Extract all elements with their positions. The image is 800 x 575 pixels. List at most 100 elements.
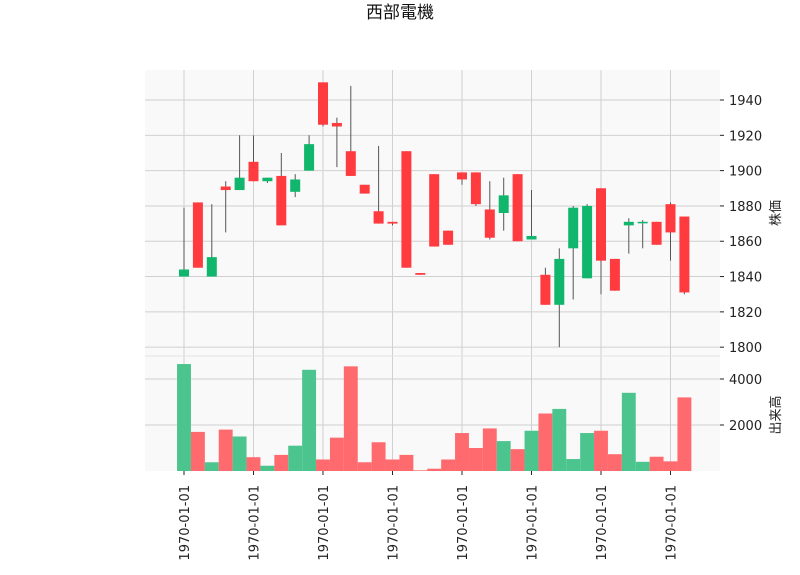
candle-body bbox=[387, 221, 398, 224]
volume-bar bbox=[663, 461, 678, 471]
candle-body bbox=[276, 175, 287, 226]
candle-body bbox=[234, 177, 245, 191]
price-tick-label: 1860 bbox=[729, 235, 762, 250]
volume-bar bbox=[552, 408, 567, 471]
candle-body bbox=[512, 174, 523, 242]
price-tick-label: 1920 bbox=[729, 129, 762, 144]
price-axis-title: 株価 bbox=[769, 200, 784, 226]
volume-bar bbox=[232, 436, 247, 471]
candle-body bbox=[665, 204, 676, 233]
price-tick-label: 1880 bbox=[729, 200, 762, 215]
candle-body bbox=[262, 177, 273, 182]
volume-bar bbox=[260, 465, 275, 471]
volume-bar bbox=[594, 430, 608, 471]
volume-bar bbox=[468, 448, 483, 471]
volume-bar bbox=[427, 468, 442, 471]
candle-body bbox=[304, 144, 315, 171]
price-tick-label: 1800 bbox=[729, 341, 762, 356]
candle-body bbox=[429, 174, 440, 247]
price-tick-label: 1900 bbox=[729, 165, 762, 180]
volume-bar bbox=[371, 442, 386, 471]
volume-bar bbox=[343, 366, 358, 471]
x-tick-label: 1970-01-01 bbox=[387, 485, 402, 561]
price-tick-label: 1820 bbox=[729, 306, 762, 321]
candle-body bbox=[248, 161, 259, 182]
candle-body bbox=[457, 172, 467, 180]
candle-body bbox=[179, 269, 189, 277]
volume-bar bbox=[190, 431, 205, 471]
candle-body bbox=[582, 205, 593, 279]
candle-body bbox=[596, 188, 606, 261]
candle-body bbox=[679, 216, 690, 293]
x-tick-label: 1970-01-01 bbox=[178, 485, 193, 561]
candle-body bbox=[526, 235, 537, 240]
candle-body bbox=[498, 195, 509, 213]
candle-body bbox=[568, 207, 579, 249]
volume-bar bbox=[177, 364, 191, 471]
x-tick-label: 1970-01-01 bbox=[665, 485, 680, 561]
volume-bar bbox=[274, 454, 289, 471]
candle-body bbox=[623, 221, 634, 226]
x-tick-label: 1970-01-01 bbox=[595, 485, 610, 561]
candle-body bbox=[651, 221, 662, 245]
volume-bar bbox=[441, 459, 456, 471]
volume-bar bbox=[218, 429, 233, 471]
candle-body bbox=[220, 186, 231, 191]
volume-bar bbox=[524, 430, 539, 471]
volume-bar bbox=[607, 454, 622, 471]
candle-body bbox=[290, 179, 301, 192]
candle-body bbox=[331, 122, 342, 127]
volume-tick-label: 4000 bbox=[729, 373, 762, 388]
candle-body bbox=[373, 211, 384, 224]
volume-bar bbox=[413, 470, 428, 471]
price-tick-label: 1840 bbox=[729, 271, 762, 286]
chart-title: 西部電機 bbox=[366, 3, 434, 23]
candle-body bbox=[554, 258, 565, 305]
volume-bar bbox=[482, 428, 497, 471]
volume-bar bbox=[302, 369, 317, 471]
candle-body bbox=[318, 82, 328, 125]
volume-bar bbox=[288, 445, 303, 471]
volume-bar bbox=[677, 397, 692, 471]
candle-body bbox=[401, 151, 412, 268]
x-tick-label: 1970-01-01 bbox=[317, 485, 332, 561]
candle-body bbox=[206, 257, 217, 277]
volume-bar bbox=[621, 392, 636, 471]
volume-bar bbox=[580, 433, 595, 471]
volume-bar bbox=[357, 462, 372, 471]
volume-axis-title: 出来高 bbox=[768, 395, 784, 434]
candle-body bbox=[345, 151, 356, 176]
candle-body bbox=[484, 209, 495, 238]
volume-bar bbox=[316, 459, 330, 471]
volume-bar bbox=[566, 459, 581, 471]
x-tick-label: 1970-01-01 bbox=[456, 485, 471, 561]
volume-bar bbox=[204, 462, 219, 471]
volume-tick-label: 2000 bbox=[729, 419, 762, 434]
axes: 1800 1820 1840 1860 1880 1900 1920 1940 2000 4000… bbox=[178, 94, 762, 561]
volume-bar bbox=[510, 449, 525, 471]
price-tick-label: 1940 bbox=[729, 94, 762, 109]
volume-bar bbox=[455, 433, 469, 471]
candle-body bbox=[415, 273, 426, 275]
volume-bar bbox=[538, 413, 553, 471]
candle-body bbox=[359, 184, 370, 194]
x-tick-label: 1970-01-01 bbox=[248, 485, 263, 561]
x-tick-label: 1970-01-01 bbox=[526, 485, 541, 561]
volume-bar bbox=[496, 441, 511, 471]
candle-body bbox=[609, 258, 620, 291]
volume-bar bbox=[246, 457, 261, 471]
candle-body bbox=[470, 172, 481, 205]
candle-body bbox=[192, 202, 203, 268]
volume-bar bbox=[329, 437, 344, 471]
candle-body bbox=[637, 221, 648, 224]
candles bbox=[179, 82, 690, 348]
grid-layer bbox=[145, 70, 720, 471]
volume-bar bbox=[399, 454, 414, 471]
volume-bar bbox=[385, 459, 400, 471]
volume-bar bbox=[635, 461, 650, 471]
candle-body bbox=[540, 274, 551, 305]
volume-bar bbox=[649, 456, 664, 471]
volume-bars bbox=[177, 364, 692, 471]
